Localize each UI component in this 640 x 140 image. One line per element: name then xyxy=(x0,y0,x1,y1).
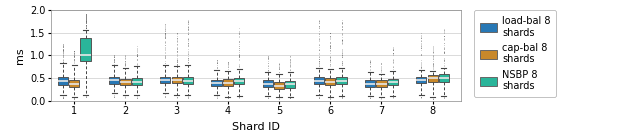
PathPatch shape xyxy=(211,80,221,86)
PathPatch shape xyxy=(314,77,324,84)
PathPatch shape xyxy=(160,77,170,83)
PathPatch shape xyxy=(439,74,449,82)
X-axis label: Shard ID: Shard ID xyxy=(232,122,280,132)
PathPatch shape xyxy=(223,79,233,86)
PathPatch shape xyxy=(416,77,426,83)
PathPatch shape xyxy=(285,81,296,88)
PathPatch shape xyxy=(337,77,347,84)
Y-axis label: ms: ms xyxy=(15,47,25,64)
PathPatch shape xyxy=(172,77,182,83)
PathPatch shape xyxy=(388,79,398,85)
PathPatch shape xyxy=(428,75,438,82)
PathPatch shape xyxy=(69,80,79,87)
PathPatch shape xyxy=(120,79,131,85)
PathPatch shape xyxy=(365,80,375,87)
PathPatch shape xyxy=(132,78,142,85)
Legend: load-bal 8
shards, cap-bal 8
shards, NSBP 8
shards: load-bal 8 shards, cap-bal 8 shards, NSB… xyxy=(474,10,556,97)
PathPatch shape xyxy=(183,77,193,84)
PathPatch shape xyxy=(81,38,91,61)
PathPatch shape xyxy=(274,82,284,89)
PathPatch shape xyxy=(58,77,68,85)
PathPatch shape xyxy=(262,80,273,87)
PathPatch shape xyxy=(109,77,119,83)
PathPatch shape xyxy=(234,78,244,84)
PathPatch shape xyxy=(325,78,335,85)
PathPatch shape xyxy=(376,80,387,87)
